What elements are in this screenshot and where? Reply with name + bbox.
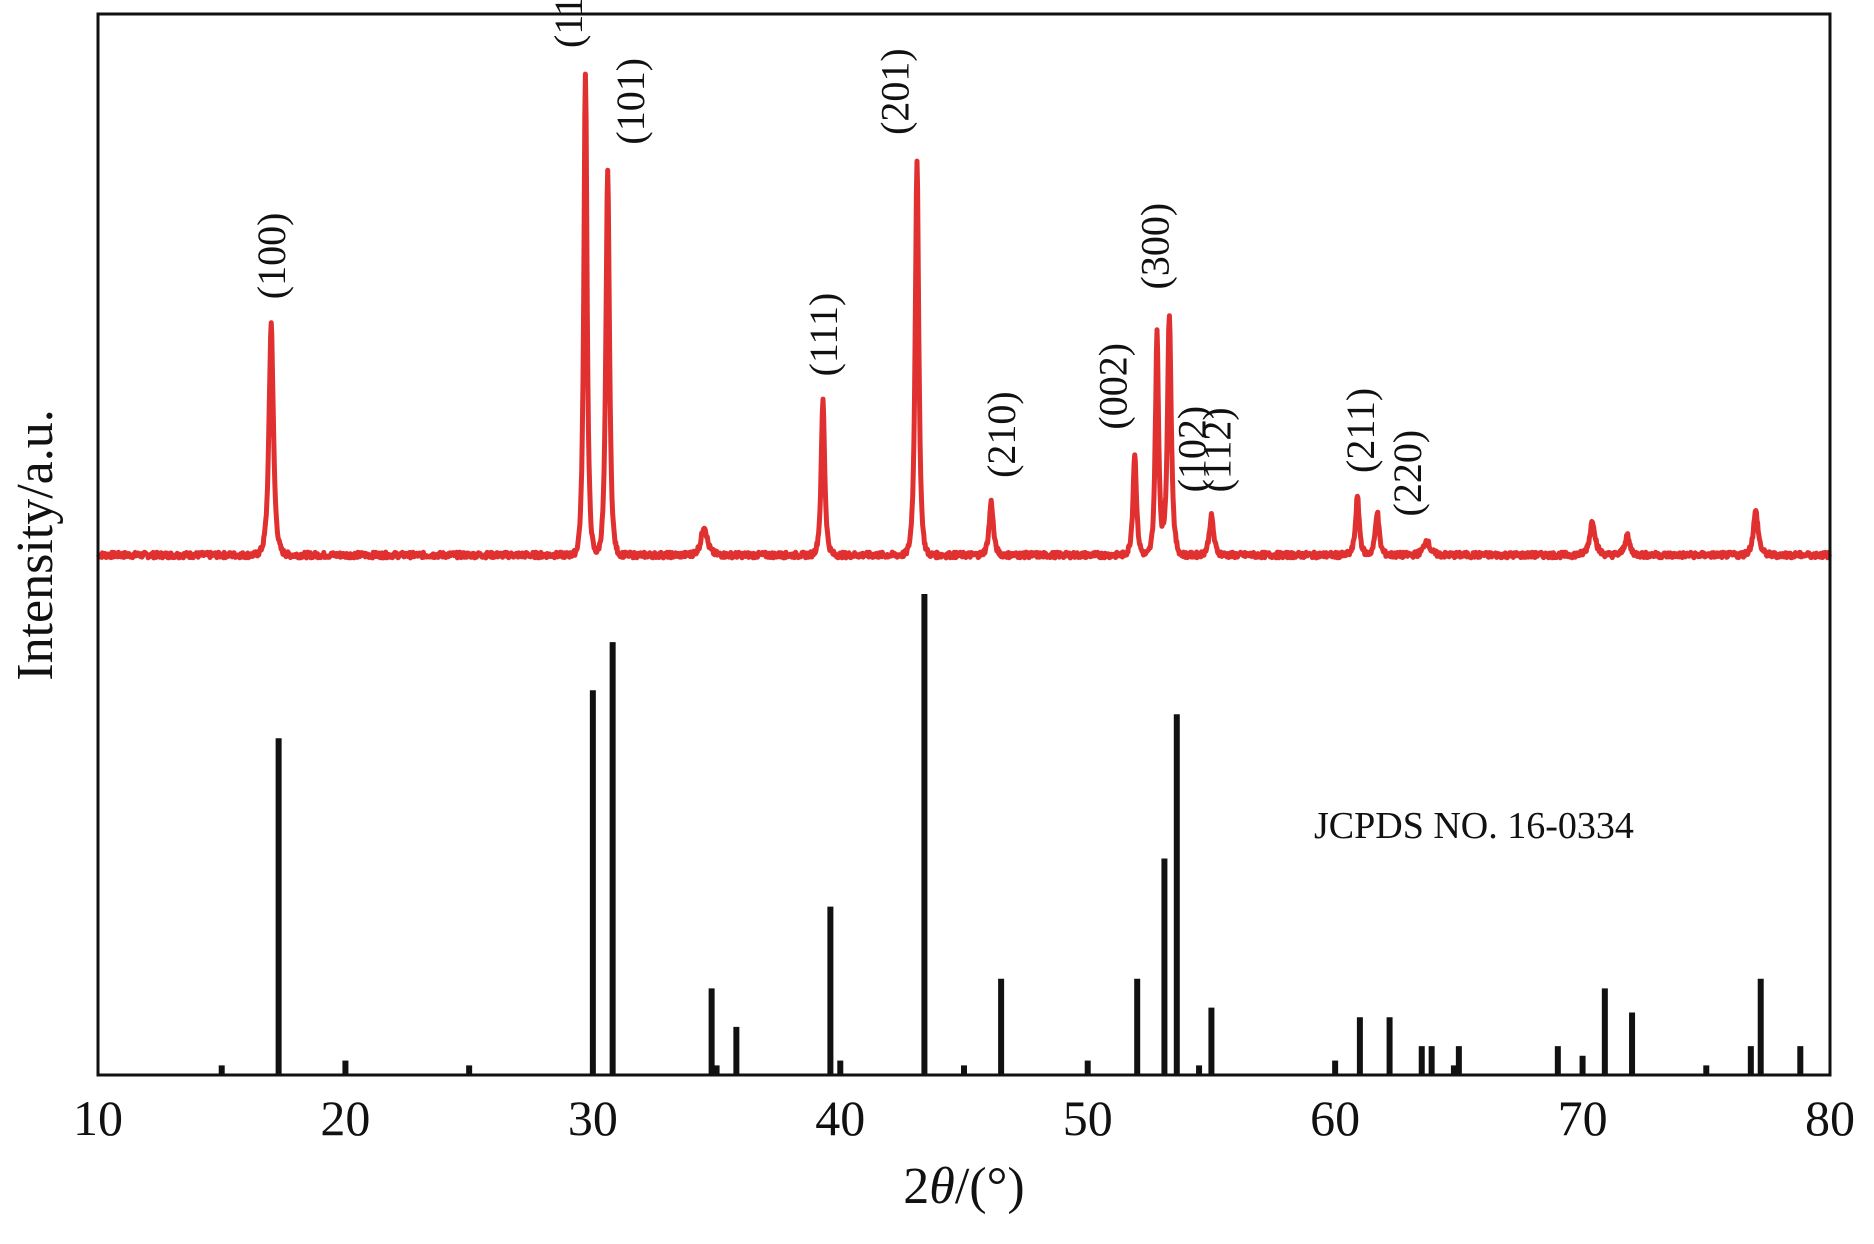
x-ticks-group: 10 20 30 40 50 60 70 80 <box>73 1063 1855 1146</box>
x-axis-title-suffix: /(°) <box>955 1158 1025 1215</box>
peak-label: (112) <box>1194 407 1239 492</box>
x-tick-label: 60 <box>1310 1090 1360 1146</box>
peak-label: (111) <box>801 293 846 377</box>
peak-label: (210) <box>979 391 1024 478</box>
x-tick-label: 80 <box>1805 1090 1855 1146</box>
xrd-pattern-group <box>96 71 1833 561</box>
peak-label: (201) <box>873 48 918 135</box>
x-tick-label: 20 <box>320 1090 370 1146</box>
x-tick-label: 50 <box>1063 1090 1113 1146</box>
peak-label: (211) <box>1338 388 1383 473</box>
plot-frame <box>96 12 1832 1077</box>
peak-label: (002) <box>1091 343 1136 430</box>
peak-label: (100) <box>249 213 294 300</box>
peak-label: (220) <box>1385 430 1430 517</box>
peak-label: (110) <box>546 0 591 48</box>
x-tick-label: 10 <box>73 1090 123 1146</box>
x-tick-label: 70 <box>1558 1090 1608 1146</box>
peak-label: (102) <box>1170 406 1215 493</box>
x-tick-label: 30 <box>568 1090 618 1146</box>
reference-lines-group <box>218 594 1804 1075</box>
x-axis-title-prefix: 2 <box>903 1158 929 1215</box>
peak-label: (300) <box>1133 203 1178 290</box>
peak-labels-group: (100) (110) (101) (111) (201) (210) (002) (300)… <box>249 0 1430 517</box>
xrd-pattern-line <box>96 71 1833 561</box>
reference-label: JCPDS NO. 16-0334 <box>1314 805 1634 847</box>
x-axis-title: 2θ/(°) <box>903 1158 1024 1215</box>
peak-label: (101) <box>608 58 653 145</box>
x-axis-title-theta: θ <box>929 1158 955 1215</box>
y-axis-title: Intensity/a.u. <box>7 409 64 681</box>
x-tick-label: 40 <box>815 1090 865 1146</box>
